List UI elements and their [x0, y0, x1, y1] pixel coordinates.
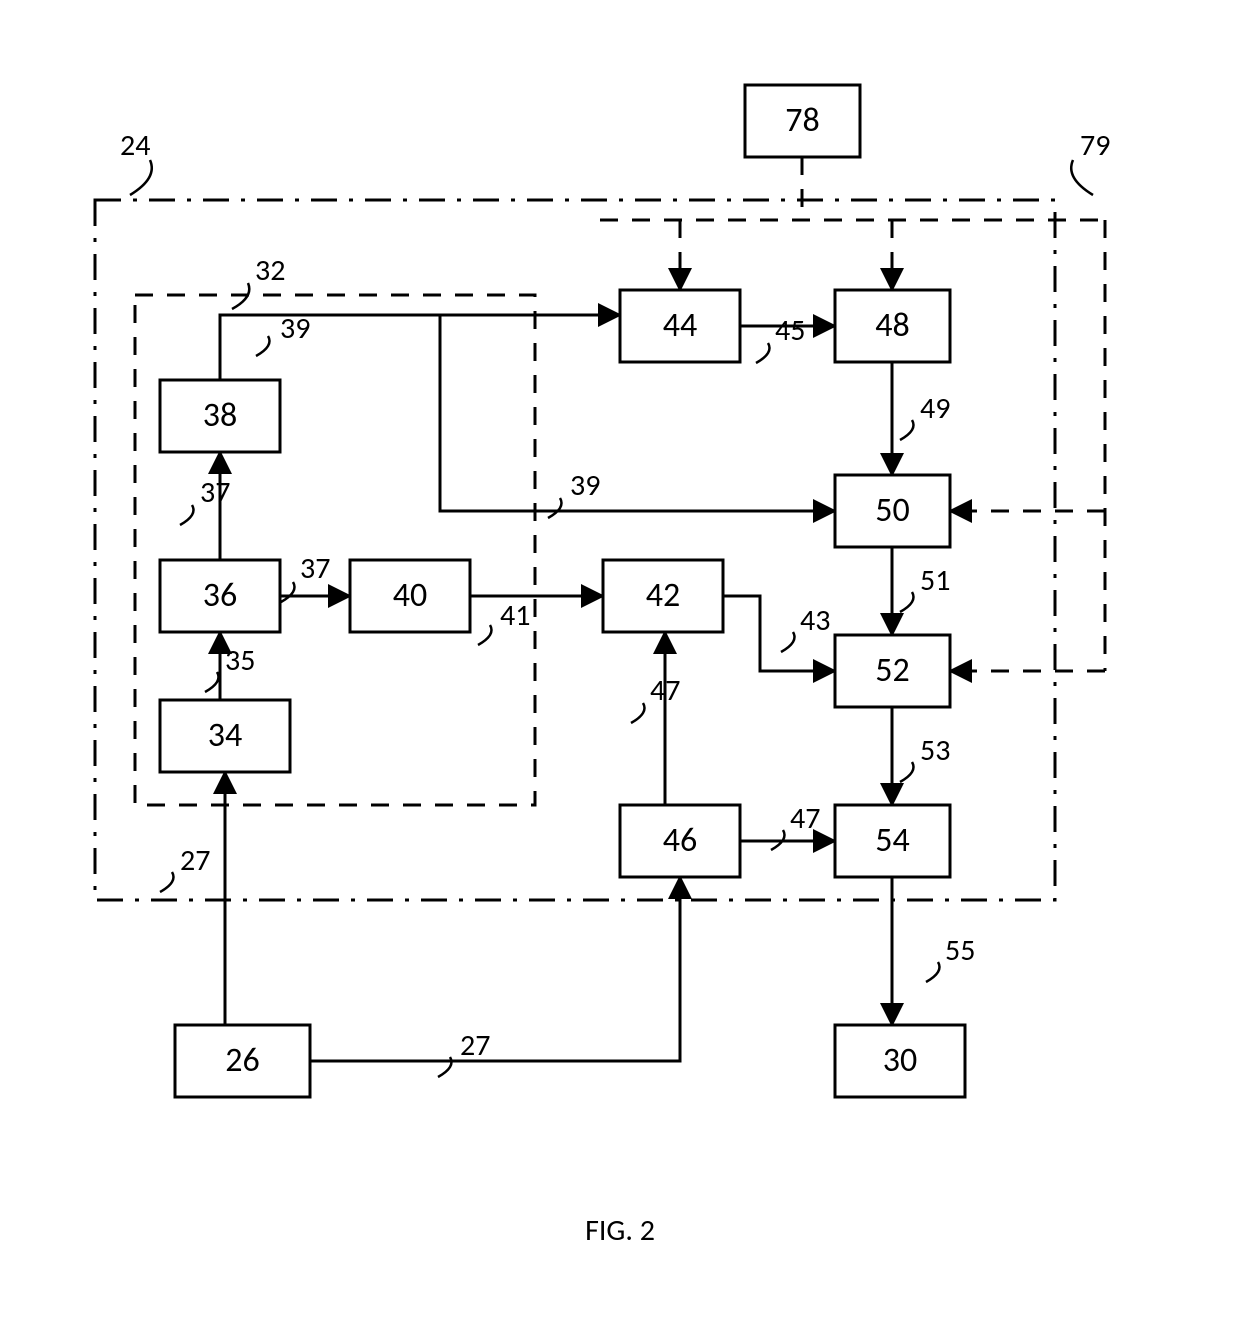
edge-label-45: 45: [775, 312, 805, 349]
block-label-40: 40: [393, 575, 427, 616]
edge-label-47: 47: [650, 672, 680, 709]
block-label-36: 36: [203, 575, 237, 616]
edge-label-27: 27: [460, 1027, 490, 1064]
edge-label-39: 39: [280, 310, 310, 347]
edge-label-51: 51: [920, 562, 950, 599]
edge-label-35: 35: [225, 642, 255, 679]
block-label-34: 34: [208, 715, 242, 756]
figure-caption: FIG. 2: [585, 1212, 655, 1249]
block-label-46: 46: [663, 820, 697, 861]
container-label-79: 79: [1080, 127, 1110, 164]
block-label-78: 78: [785, 100, 819, 141]
edge-label-49: 49: [920, 390, 950, 427]
block-label-30: 30: [883, 1040, 917, 1081]
edge-label-55: 55: [945, 932, 975, 969]
edge-label-37: 37: [300, 550, 330, 587]
edges: [220, 315, 892, 1061]
block-label-52: 52: [875, 650, 909, 691]
container-label-24: 24: [120, 127, 150, 164]
block-label-26: 26: [225, 1040, 259, 1081]
edge-label-27: 27: [180, 842, 210, 879]
edge-label-41: 41: [500, 597, 530, 634]
block-label-38: 38: [203, 395, 237, 436]
block-label-54: 54: [875, 820, 909, 861]
edge-label-53: 53: [920, 732, 950, 769]
container-label-32: 32: [255, 252, 285, 289]
edge-label-43: 43: [800, 602, 830, 639]
edge-label-37: 37: [200, 474, 230, 511]
block-label-42: 42: [646, 575, 680, 616]
block-label-44: 44: [663, 305, 697, 346]
block-label-50: 50: [875, 490, 909, 531]
block-label-48: 48: [875, 305, 909, 346]
edge-label-47: 47: [790, 800, 820, 837]
edge-label-39: 39: [570, 467, 600, 504]
